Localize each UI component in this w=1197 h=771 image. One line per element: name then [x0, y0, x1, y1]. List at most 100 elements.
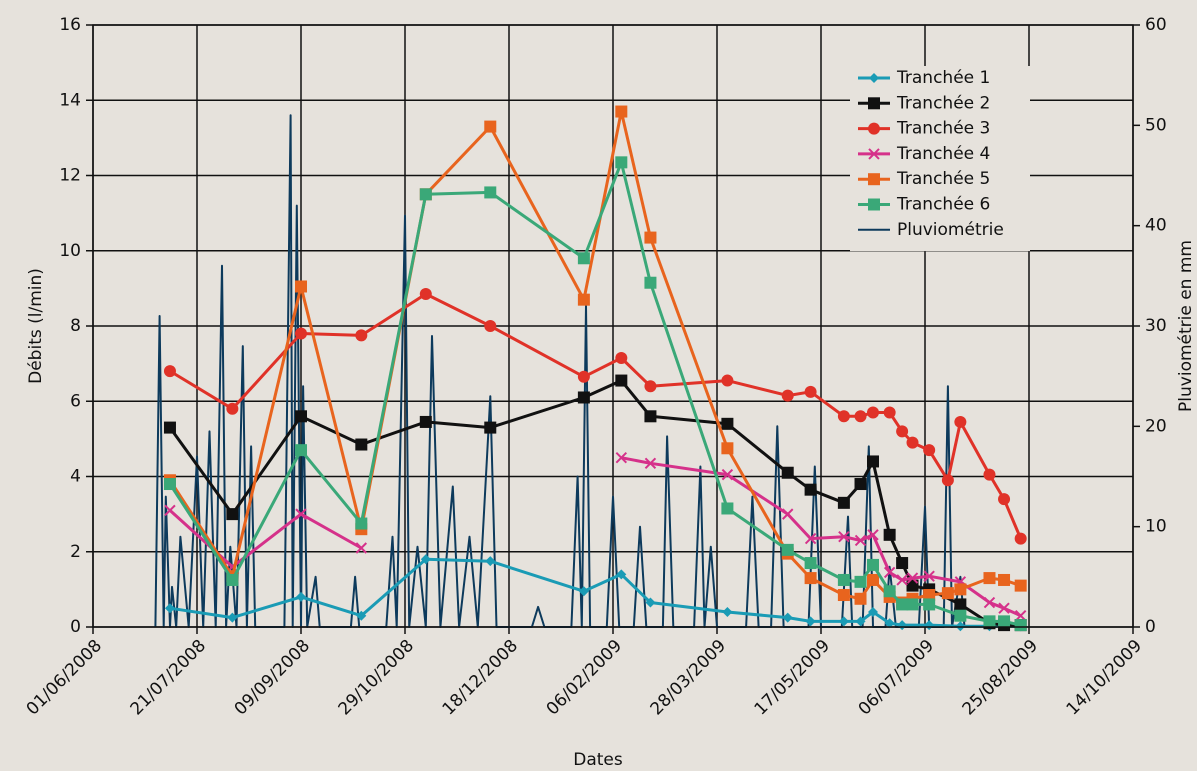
data-point	[419, 288, 432, 301]
y-tick-label: 0	[70, 617, 81, 637]
data-point	[615, 374, 628, 387]
data-point	[484, 186, 497, 199]
series-line	[168, 456, 1022, 618]
data-point	[896, 557, 909, 570]
data-point	[983, 468, 996, 481]
data-point	[837, 573, 850, 586]
legend-marker	[868, 122, 880, 135]
data-point	[419, 415, 432, 428]
data-point	[923, 598, 936, 611]
data-point	[295, 508, 307, 520]
data-point	[923, 570, 935, 582]
data-point	[722, 606, 733, 617]
legend-marker	[868, 148, 880, 160]
data-point	[896, 574, 908, 586]
data-point	[644, 410, 657, 423]
data-point	[226, 573, 239, 586]
data-point	[867, 558, 879, 571]
data-point	[883, 406, 896, 419]
data-point	[998, 602, 1010, 614]
data-point	[804, 532, 817, 545]
data-point	[1014, 610, 1027, 622]
data-point	[941, 587, 954, 600]
data-point	[837, 410, 850, 423]
data-point	[998, 573, 1011, 586]
legend-label: Pluviométrie	[897, 220, 1004, 240]
data-point	[782, 508, 794, 520]
data-point	[296, 591, 306, 602]
y-tick-label: 16	[59, 15, 81, 35]
data-point	[983, 596, 996, 609]
data-point	[615, 156, 628, 169]
data-point	[721, 502, 734, 515]
data-point	[854, 410, 867, 423]
data-point	[577, 293, 590, 306]
data-point	[805, 616, 816, 627]
y-tick-label: 6	[70, 391, 81, 411]
y-tick-label: 2	[70, 542, 81, 562]
data-point	[854, 478, 867, 491]
data-point	[355, 329, 368, 342]
data-point	[781, 543, 794, 556]
data-point	[164, 603, 175, 614]
y2-tick-label: 40	[1145, 216, 1167, 236]
y2-tick-label: 60	[1145, 15, 1167, 35]
data-point	[721, 417, 734, 430]
data-point	[998, 615, 1011, 628]
data-point	[781, 466, 794, 479]
data-point	[954, 583, 967, 596]
data-point	[577, 252, 590, 265]
y-tick-label: 12	[59, 166, 81, 186]
legend-label: Tranchée 6	[896, 195, 990, 215]
data-point	[577, 391, 590, 404]
data-point	[883, 585, 896, 598]
x-axis-label: Dates	[573, 750, 623, 770]
data-point	[923, 589, 936, 602]
data-point	[855, 616, 866, 627]
data-point	[804, 483, 817, 496]
data-point	[485, 556, 496, 567]
data-point	[906, 579, 919, 592]
y2-tick-label: 20	[1145, 416, 1167, 436]
data-point	[227, 612, 238, 623]
series-line	[169, 292, 1023, 540]
legend-marker	[868, 198, 880, 211]
data-point	[838, 616, 849, 627]
data-point	[615, 105, 628, 118]
data-point	[164, 504, 176, 517]
data-point	[923, 444, 936, 457]
data-point	[295, 410, 307, 423]
data-point	[163, 365, 176, 378]
legend-label: Tranchée 4	[896, 144, 990, 164]
legend-label: Tranchée 1	[896, 68, 990, 88]
data-point	[356, 610, 367, 621]
data-point	[884, 618, 895, 629]
data-point	[163, 421, 176, 434]
data-point	[781, 389, 794, 402]
data-point	[226, 402, 239, 415]
data-point	[1014, 579, 1027, 592]
data-point	[1014, 619, 1027, 632]
data-point	[782, 612, 793, 623]
data-point	[645, 597, 656, 608]
data-point	[883, 566, 896, 579]
data-point	[883, 528, 896, 541]
data-point	[615, 351, 628, 364]
data-point	[955, 621, 966, 632]
data-point	[837, 589, 850, 602]
y2-tick-label: 10	[1145, 517, 1167, 537]
data-point	[721, 468, 734, 481]
data-point	[954, 415, 967, 428]
data-point	[954, 609, 967, 622]
data-point	[355, 517, 368, 530]
legend-label: Tranchée 3	[896, 119, 990, 139]
legend-label: Tranchée 2	[896, 93, 990, 113]
data-point	[837, 496, 850, 509]
data-point	[295, 280, 307, 293]
data-point	[854, 592, 867, 605]
data-point	[484, 120, 497, 133]
y-tick-label: 8	[70, 316, 81, 336]
data-point	[419, 188, 432, 201]
